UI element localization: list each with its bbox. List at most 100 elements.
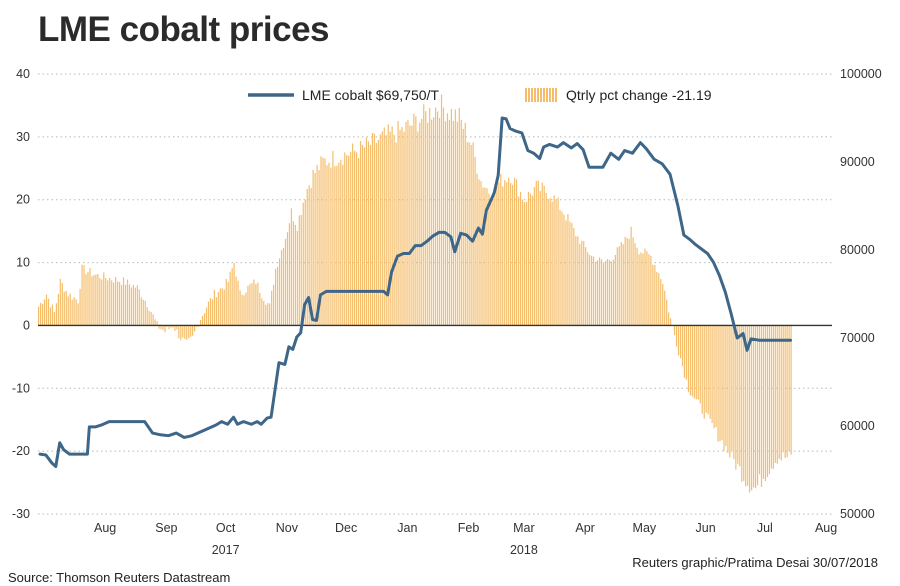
- pct-change-bar: [397, 120, 399, 326]
- left-tick-label: -20: [12, 444, 30, 458]
- pct-change-bar: [515, 179, 518, 326]
- pct-change-bar: [751, 325, 753, 491]
- pct-change-bar: [276, 266, 279, 326]
- right-tick-label: 70000: [840, 331, 875, 345]
- pct-change-bar: [53, 312, 55, 326]
- pct-change-bar: [589, 255, 591, 326]
- pct-change-bar: [243, 295, 245, 326]
- pct-change-bar: [340, 159, 342, 326]
- pct-change-bar: [433, 117, 435, 326]
- pct-change-bar: [701, 325, 703, 414]
- pct-change-bar: [273, 284, 275, 326]
- pct-change-bar: [251, 283, 253, 326]
- pct-change-bar: [354, 150, 356, 326]
- pct-change-bar: [49, 307, 52, 326]
- pct-change-bar: [176, 325, 178, 330]
- pct-change-bar: [650, 255, 652, 326]
- pct-change-bar: [67, 296, 69, 326]
- cobalt-price-line-layer: [38, 116, 793, 468]
- pct-change-bar: [417, 131, 419, 326]
- pct-change-bar: [117, 281, 119, 326]
- pct-change-bar: [172, 325, 174, 328]
- pct-change-bar: [573, 227, 575, 326]
- pct-change-bar: [160, 325, 162, 330]
- left-axis-ticks: 40 30 20 10 0 -10 -20 -30: [12, 67, 30, 521]
- pct-change-bar: [233, 262, 235, 326]
- pct-change-bar: [652, 264, 654, 326]
- pct-change-bar: [85, 274, 87, 326]
- pct-change-bar: [346, 155, 348, 326]
- pct-change-bars: [38, 94, 792, 493]
- pct-change-bar: [579, 243, 581, 326]
- pct-change-bar: [207, 301, 210, 326]
- pct-change-bar: [89, 268, 91, 326]
- pct-change-bar: [130, 287, 133, 326]
- left-tick-label: -10: [12, 381, 30, 395]
- pct-change-bar: [385, 135, 387, 326]
- x-tick-label: Jan: [397, 521, 417, 535]
- pct-change-bar: [557, 197, 559, 326]
- pct-change-bar: [405, 122, 407, 326]
- pct-change-bar: [271, 290, 273, 326]
- pct-change-bar: [632, 237, 634, 326]
- pct-change-bar: [490, 200, 492, 326]
- pct-change-bar: [73, 297, 75, 326]
- pct-change-bar: [401, 127, 403, 326]
- x-tick-label: Jun: [696, 521, 716, 535]
- pct-change-bar: [377, 140, 379, 326]
- pct-change-bar: [687, 325, 690, 393]
- pct-change-bar: [144, 300, 146, 326]
- pct-change-bar: [677, 325, 680, 356]
- pct-change-bar: [766, 325, 769, 478]
- pct-change-bar: [107, 280, 109, 326]
- pct-change-bar: [563, 214, 565, 326]
- pct-change-bar: [679, 325, 682, 359]
- pct-change-bar: [512, 184, 514, 326]
- year-label: 2017: [212, 543, 240, 557]
- pct-change-bar: [389, 131, 391, 326]
- cobalt-price-line: [38, 116, 793, 468]
- pct-change-bar: [561, 211, 563, 326]
- pct-change-bar: [365, 137, 368, 326]
- pct-change-bar: [533, 187, 535, 326]
- pct-change-bar: [480, 181, 482, 326]
- pct-change-bar: [182, 325, 184, 338]
- pct-change-bar: [668, 312, 670, 326]
- pct-change-bar: [498, 182, 500, 326]
- pct-change-bar: [158, 325, 160, 329]
- pct-change-bar: [723, 325, 725, 452]
- pct-change-bar: [186, 325, 188, 340]
- x-axis-ticks: Aug Sep Oct Nov Dec Jan Feb Mar Apr May Jun Jul Aug 2…: [94, 521, 837, 557]
- pct-change-bar: [209, 298, 212, 326]
- pct-change-bar: [543, 185, 545, 326]
- pct-change-bar: [452, 121, 454, 326]
- pct-change-bar: [235, 276, 237, 326]
- pct-change-bar: [707, 325, 709, 415]
- pct-change-bar: [446, 113, 449, 326]
- pct-change-bar: [120, 284, 123, 326]
- pct-change-bar: [644, 248, 646, 326]
- pct-change-bar: [492, 198, 494, 326]
- pct-change-bar: [190, 325, 192, 337]
- pct-change-bar: [237, 280, 239, 326]
- pct-change-bar: [138, 289, 140, 326]
- pct-change-bar: [156, 321, 158, 326]
- pct-change-bar: [326, 165, 328, 326]
- pct-change-bar: [760, 325, 763, 488]
- pct-change-bar: [328, 162, 330, 326]
- pct-change-bar: [247, 285, 249, 326]
- pct-change-bar: [670, 318, 672, 326]
- pct-change-bar: [717, 325, 719, 442]
- pct-change-bar: [697, 325, 699, 400]
- pct-change-bar: [569, 221, 571, 326]
- pct-change-bar: [425, 111, 427, 326]
- right-tick-label: 90000: [840, 155, 875, 169]
- pct-change-bar: [39, 302, 42, 326]
- pct-change-bar: [419, 122, 421, 326]
- pct-change-bar: [63, 291, 65, 326]
- pct-change-bar: [381, 131, 383, 326]
- pct-change-bar: [393, 134, 395, 326]
- right-tick-label: 50000: [840, 507, 875, 521]
- pct-change-bar: [508, 177, 510, 326]
- pct-change-bar: [168, 325, 170, 330]
